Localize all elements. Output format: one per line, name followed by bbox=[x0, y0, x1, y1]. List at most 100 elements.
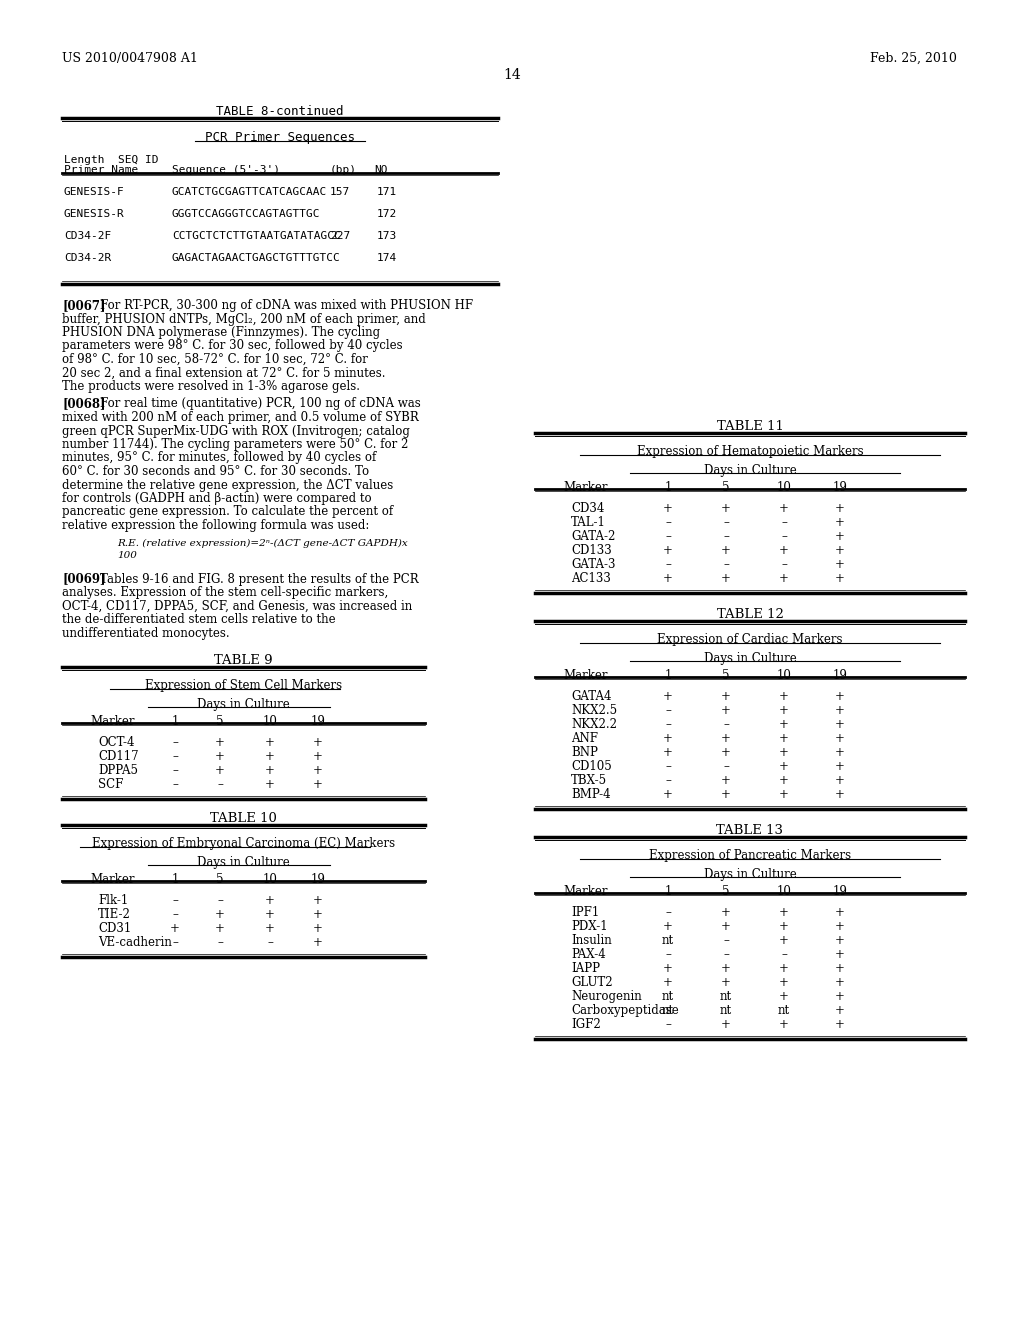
Text: +: + bbox=[265, 894, 274, 907]
Text: DPPA5: DPPA5 bbox=[98, 764, 138, 777]
Text: +: + bbox=[265, 737, 274, 748]
Text: –: – bbox=[172, 936, 178, 949]
Text: TABLE 9: TABLE 9 bbox=[214, 653, 272, 667]
Text: PCR Primer Sequences: PCR Primer Sequences bbox=[205, 131, 355, 144]
Text: TABLE 10: TABLE 10 bbox=[210, 812, 276, 825]
Text: +: + bbox=[835, 502, 845, 515]
Text: +: + bbox=[779, 920, 788, 933]
Text: Sequence (5'-3'): Sequence (5'-3') bbox=[172, 165, 280, 176]
Text: Neurogenin: Neurogenin bbox=[571, 990, 642, 1003]
Text: [0069]: [0069] bbox=[62, 573, 105, 586]
Text: +: + bbox=[835, 948, 845, 961]
Text: PAX-4: PAX-4 bbox=[571, 948, 606, 961]
Text: 19: 19 bbox=[310, 873, 326, 886]
Text: –: – bbox=[723, 760, 729, 774]
Text: NKX2.2: NKX2.2 bbox=[571, 718, 617, 731]
Text: –: – bbox=[723, 948, 729, 961]
Text: +: + bbox=[215, 750, 225, 763]
Text: 10: 10 bbox=[776, 669, 792, 682]
Text: +: + bbox=[835, 1018, 845, 1031]
Text: +: + bbox=[721, 788, 731, 801]
Text: PHUSION DNA polymerase (Finnzymes). The cycling: PHUSION DNA polymerase (Finnzymes). The … bbox=[62, 326, 380, 339]
Text: +: + bbox=[170, 921, 180, 935]
Text: GAGACTAGAACTGAGCTGTTTGTCC: GAGACTAGAACTGAGCTGTTTGTCC bbox=[172, 253, 341, 263]
Text: US 2010/0047908 A1: US 2010/0047908 A1 bbox=[62, 51, 198, 65]
Text: +: + bbox=[835, 975, 845, 989]
Text: –: – bbox=[665, 774, 671, 787]
Text: [0067]: [0067] bbox=[62, 300, 105, 312]
Text: 19: 19 bbox=[310, 715, 326, 729]
Text: +: + bbox=[313, 908, 323, 921]
Text: CD34-2F: CD34-2F bbox=[63, 231, 112, 242]
Text: –: – bbox=[665, 531, 671, 543]
Text: +: + bbox=[835, 935, 845, 946]
Text: 10: 10 bbox=[776, 480, 792, 494]
Text: +: + bbox=[664, 733, 673, 744]
Text: –: – bbox=[665, 948, 671, 961]
Text: GATA-2: GATA-2 bbox=[571, 531, 615, 543]
Text: Marker: Marker bbox=[90, 715, 134, 729]
Text: +: + bbox=[721, 544, 731, 557]
Text: mixed with 200 nM of each primer, and 0.5 volume of SYBR: mixed with 200 nM of each primer, and 0.… bbox=[62, 411, 419, 424]
Text: –: – bbox=[217, 936, 223, 949]
Text: –: – bbox=[723, 531, 729, 543]
Text: IPF1: IPF1 bbox=[571, 906, 599, 919]
Text: –: – bbox=[665, 760, 671, 774]
Text: CD117: CD117 bbox=[98, 750, 138, 763]
Text: +: + bbox=[721, 920, 731, 933]
Text: +: + bbox=[835, 760, 845, 774]
Text: –: – bbox=[665, 1018, 671, 1031]
Text: +: + bbox=[835, 558, 845, 572]
Text: GGGTCCAGGGTCCAGTAGTTGC: GGGTCCAGGGTCCAGTAGTTGC bbox=[172, 209, 321, 219]
Text: +: + bbox=[313, 750, 323, 763]
Text: –: – bbox=[723, 558, 729, 572]
Text: number 11744). The cycling parameters were 50° C. for 2: number 11744). The cycling parameters we… bbox=[62, 438, 409, 451]
Text: 10: 10 bbox=[262, 715, 278, 729]
Text: NO: NO bbox=[374, 165, 387, 176]
Text: Carboxypeptidase: Carboxypeptidase bbox=[571, 1005, 679, 1016]
Text: +: + bbox=[835, 733, 845, 744]
Text: Feb. 25, 2010: Feb. 25, 2010 bbox=[870, 51, 956, 65]
Text: +: + bbox=[779, 962, 788, 975]
Text: (bp): (bp) bbox=[330, 165, 357, 176]
Text: The products were resolved in 1-3% agarose gels.: The products were resolved in 1-3% agaro… bbox=[62, 380, 360, 393]
Text: +: + bbox=[664, 502, 673, 515]
Text: +: + bbox=[313, 894, 323, 907]
Text: +: + bbox=[721, 704, 731, 717]
Text: +: + bbox=[313, 936, 323, 949]
Text: 1: 1 bbox=[665, 669, 672, 682]
Text: Days in Culture: Days in Culture bbox=[703, 869, 797, 880]
Text: –: – bbox=[665, 704, 671, 717]
Text: pancreatic gene expression. To calculate the percent of: pancreatic gene expression. To calculate… bbox=[62, 506, 393, 519]
Text: +: + bbox=[835, 920, 845, 933]
Text: –: – bbox=[665, 516, 671, 529]
Text: +: + bbox=[779, 733, 788, 744]
Text: GATA4: GATA4 bbox=[571, 690, 611, 704]
Text: +: + bbox=[215, 921, 225, 935]
Text: –: – bbox=[781, 558, 786, 572]
Text: 10: 10 bbox=[776, 884, 792, 898]
Text: –: – bbox=[723, 718, 729, 731]
Text: CD34: CD34 bbox=[571, 502, 604, 515]
Text: undifferentiated monocytes.: undifferentiated monocytes. bbox=[62, 627, 229, 639]
Text: GATA-3: GATA-3 bbox=[571, 558, 615, 572]
Text: +: + bbox=[779, 704, 788, 717]
Text: +: + bbox=[265, 750, 274, 763]
Text: +: + bbox=[835, 962, 845, 975]
Text: determine the relative gene expression, the ΔCT values: determine the relative gene expression, … bbox=[62, 479, 393, 491]
Text: 5: 5 bbox=[216, 873, 224, 886]
Text: –: – bbox=[665, 718, 671, 731]
Text: –: – bbox=[781, 531, 786, 543]
Text: Length  SEQ ID: Length SEQ ID bbox=[63, 154, 159, 165]
Text: +: + bbox=[721, 774, 731, 787]
Text: PDX-1: PDX-1 bbox=[571, 920, 607, 933]
Text: +: + bbox=[835, 690, 845, 704]
Text: +: + bbox=[721, 502, 731, 515]
Text: +: + bbox=[835, 906, 845, 919]
Text: TABLE 11: TABLE 11 bbox=[717, 420, 783, 433]
Text: –: – bbox=[217, 894, 223, 907]
Text: +: + bbox=[835, 1005, 845, 1016]
Text: Days in Culture: Days in Culture bbox=[703, 652, 797, 665]
Text: –: – bbox=[172, 908, 178, 921]
Text: 1: 1 bbox=[171, 715, 178, 729]
